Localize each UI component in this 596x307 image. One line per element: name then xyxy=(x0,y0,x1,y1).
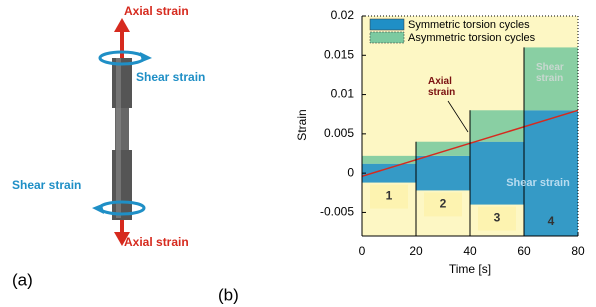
axial-label: Axial strain xyxy=(124,235,189,249)
y-tick-label: 0.02 xyxy=(331,8,355,22)
y-axis-label: Strain xyxy=(295,109,309,140)
panel-label: (b) xyxy=(218,285,239,304)
specimen xyxy=(92,18,152,246)
block-label: 1 xyxy=(386,189,393,203)
axial-label: Axial strain xyxy=(124,4,189,18)
figure: Axial strain Shear strain Shear strain A… xyxy=(0,0,596,307)
band xyxy=(470,110,524,141)
legend-swatch xyxy=(370,32,404,43)
legend-label: Asymmetric torsion cycles xyxy=(408,32,536,44)
shear-annotation: Shear strain xyxy=(536,62,572,84)
x-tick-label: 60 xyxy=(517,244,531,258)
y-tick-label: 0 xyxy=(347,165,354,179)
band xyxy=(416,142,470,156)
legend-swatch xyxy=(370,19,404,30)
x-tick-label: 80 xyxy=(571,244,585,258)
band xyxy=(416,156,470,191)
x-tick-label: 0 xyxy=(359,244,366,258)
x-tick-label: 20 xyxy=(409,244,423,258)
block-label: 2 xyxy=(440,197,447,211)
shear-annotation: Shear strain xyxy=(536,62,572,88)
y-tick-label: -0.005 xyxy=(320,205,354,219)
band xyxy=(470,142,524,205)
axial-annotation: Axial strain xyxy=(428,76,468,98)
block-label: 3 xyxy=(494,211,501,225)
axial-annotation: Axial strain xyxy=(428,76,468,102)
legend-label: Symmetric torsion cycles xyxy=(408,19,530,31)
x-axis-label: Time [s] xyxy=(449,262,491,276)
y-tick-label: 0.01 xyxy=(331,87,355,101)
y-tick-label: 0.005 xyxy=(324,126,354,140)
block-label: 4 xyxy=(548,214,555,228)
panel-label: (a) xyxy=(12,270,33,289)
shear-label: Shear strain xyxy=(136,70,205,84)
shear-label: Shear strain xyxy=(12,178,81,192)
y-tick-label: 0.015 xyxy=(324,47,354,61)
shear-annotation: Shear strain xyxy=(506,177,570,189)
x-tick-label: 40 xyxy=(463,244,477,258)
